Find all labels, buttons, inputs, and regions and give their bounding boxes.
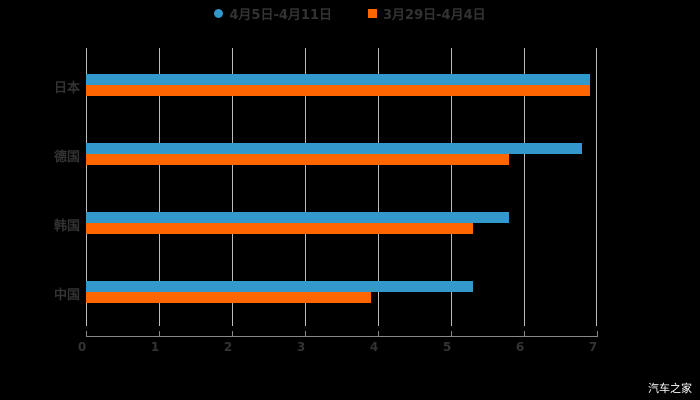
gridline: [305, 48, 306, 326]
gridline: [86, 48, 87, 326]
legend-item-series-1[interactable]: 4月5日-4月11日: [214, 4, 332, 23]
bar[interactable]: [86, 281, 473, 292]
x-axis: [86, 336, 597, 337]
tick-label: 7: [588, 340, 598, 354]
tick-mark: [159, 331, 160, 337]
gridline: [159, 48, 160, 326]
gridline: [451, 48, 452, 326]
gridline: [378, 48, 379, 326]
bar[interactable]: [86, 154, 510, 165]
legend-square-icon: [368, 9, 377, 18]
tick-label: 5: [442, 340, 452, 354]
tick-label: 4: [369, 340, 379, 354]
legend-circle-icon: [214, 9, 224, 18]
bar[interactable]: [86, 143, 583, 154]
tick-mark: [451, 331, 452, 337]
tick-label: 6: [515, 340, 525, 354]
bar[interactable]: [86, 212, 510, 223]
legend-item-series-2[interactable]: 3月29日-4月4日: [368, 4, 486, 23]
chart-legend: 4月5日-4月11日 3月29日-4月4日: [0, 4, 700, 23]
category-label: 韩国: [53, 219, 80, 234]
tick-label: 3: [296, 340, 306, 354]
gridline: [524, 48, 525, 326]
bar[interactable]: [86, 292, 371, 303]
category-label: 德国: [53, 150, 80, 165]
tick-mark: [524, 331, 525, 337]
tick-label: 1: [150, 340, 160, 354]
gridline: [596, 48, 597, 326]
category-label: 日本: [53, 81, 80, 96]
tick-mark: [378, 331, 379, 337]
tick-mark: [597, 331, 598, 337]
tick-label: 2: [223, 340, 233, 354]
tick-mark: [305, 331, 306, 337]
tick-label: 0: [77, 340, 87, 354]
legend-label: 4月5日-4月11日: [229, 8, 332, 23]
bar[interactable]: [86, 74, 590, 85]
bar[interactable]: [86, 85, 590, 96]
tick-mark: [86, 331, 87, 337]
gridline: [232, 48, 233, 326]
bar[interactable]: [86, 223, 473, 234]
watermark: 汽车之家: [648, 382, 692, 395]
tick-mark: [232, 331, 233, 337]
legend-label: 3月29日-4月4日: [383, 8, 486, 23]
category-label: 中国: [53, 288, 80, 303]
plot-area: [86, 48, 597, 326]
